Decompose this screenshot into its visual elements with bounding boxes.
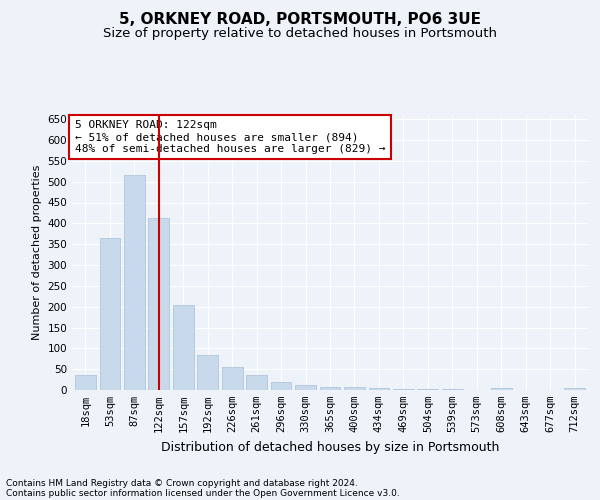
Text: Size of property relative to detached houses in Portsmouth: Size of property relative to detached ho…	[103, 28, 497, 40]
Bar	[124, 176, 145, 390]
Bar	[173, 304, 194, 390]
Bar	[75, 374, 96, 390]
Text: 5 ORKNEY ROAD: 122sqm
← 51% of detached houses are smaller (894)
48% of semi-det: 5 ORKNEY ROAD: 122sqm ← 51% of detached …	[74, 120, 385, 154]
Bar	[222, 367, 242, 390]
Y-axis label: Number of detached properties: Number of detached properties	[32, 165, 42, 340]
Bar	[393, 389, 414, 390]
Bar	[418, 389, 438, 390]
Text: 5, ORKNEY ROAD, PORTSMOUTH, PO6 3UE: 5, ORKNEY ROAD, PORTSMOUTH, PO6 3UE	[119, 12, 481, 28]
X-axis label: Distribution of detached houses by size in Portsmouth: Distribution of detached houses by size …	[161, 440, 499, 454]
Bar	[564, 388, 585, 390]
Bar	[246, 375, 267, 390]
Bar	[197, 354, 218, 390]
Bar	[320, 386, 340, 390]
Text: Contains public sector information licensed under the Open Government Licence v3: Contains public sector information licen…	[6, 488, 400, 498]
Bar	[271, 382, 292, 390]
Bar	[442, 389, 463, 390]
Bar	[491, 388, 512, 390]
Text: Contains HM Land Registry data © Crown copyright and database right 2024.: Contains HM Land Registry data © Crown c…	[6, 478, 358, 488]
Bar	[148, 218, 169, 390]
Bar	[295, 386, 316, 390]
Bar	[368, 388, 389, 390]
Bar	[100, 238, 120, 390]
Bar	[344, 386, 365, 390]
